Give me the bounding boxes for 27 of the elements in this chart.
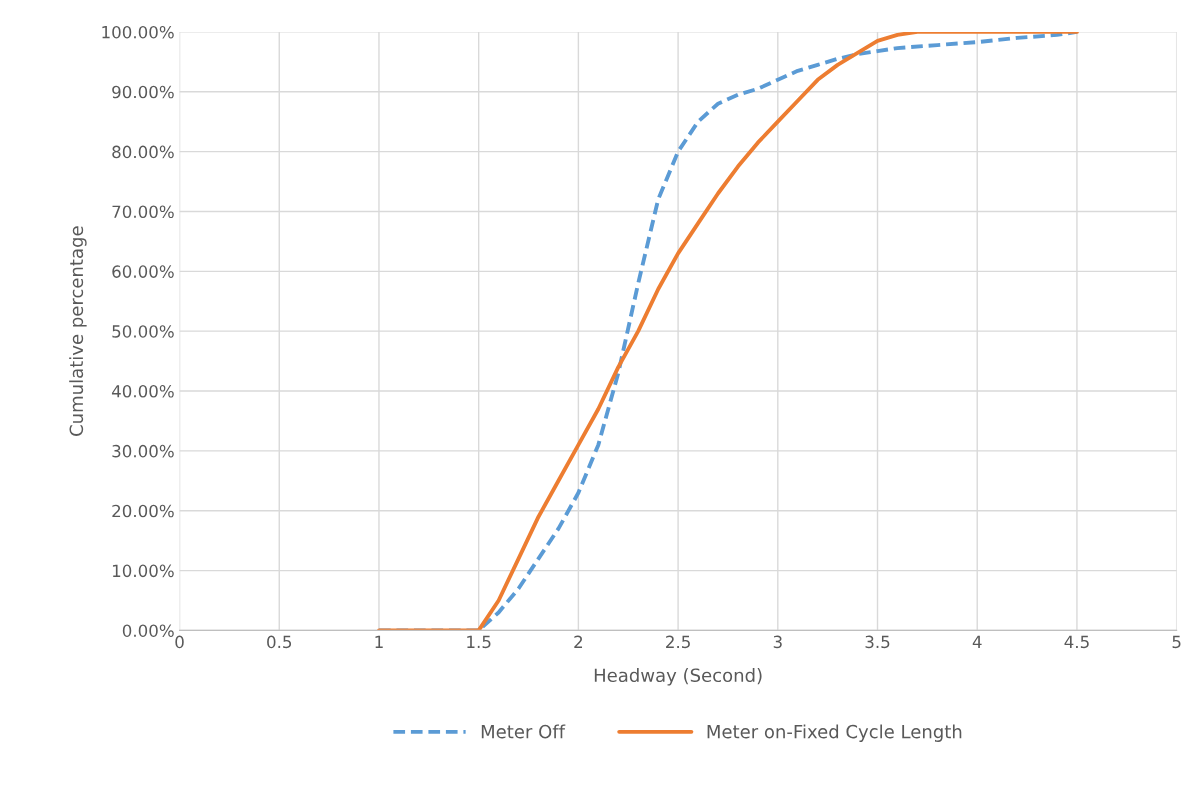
- x-tick-label: 4: [972, 635, 982, 648]
- y-tick-label: 70.00%: [112, 205, 174, 219]
- y-tick-label: 50.00%: [112, 325, 174, 338]
- x-tick-label: 3.5: [865, 635, 890, 649]
- y-tick-label: 80.00%: [112, 145, 174, 159]
- line-series: [377, 31, 1079, 631]
- x-tick-label: 3: [773, 635, 782, 649]
- legend-label: Meter Off: [481, 724, 566, 739]
- x-tick-label: 1.5: [467, 635, 491, 649]
- x-tick-label: 4.5: [1064, 635, 1089, 649]
- x-tick-label: 0: [175, 635, 184, 649]
- x-tick-label: 1: [375, 635, 383, 648]
- x-tick-label: 2: [574, 635, 583, 648]
- y-tick-label: 60.00%: [112, 265, 174, 278]
- x-tick-label: 0.5: [267, 635, 292, 649]
- y-axis-title: Cumulative percentage: [69, 226, 87, 436]
- x-tick-label: 5: [1172, 635, 1181, 649]
- y-tick-label: 30.00%: [112, 444, 174, 458]
- y-tick-label: 0.00%: [122, 624, 174, 637]
- y-tick-label: 10.00%: [112, 564, 174, 578]
- x-tick-label: 2.5: [666, 635, 690, 649]
- legend-label: Meter on-Fixed Cycle Length: [707, 724, 962, 742]
- y-tick-label: 100.00%: [102, 25, 174, 39]
- y-tick-label: 40.00%: [111, 384, 174, 398]
- y-tick-label: 20.00%: [112, 504, 174, 518]
- x-axis-title: Headway (Second): [594, 668, 762, 686]
- y-tick-label: 90.00%: [112, 85, 174, 99]
